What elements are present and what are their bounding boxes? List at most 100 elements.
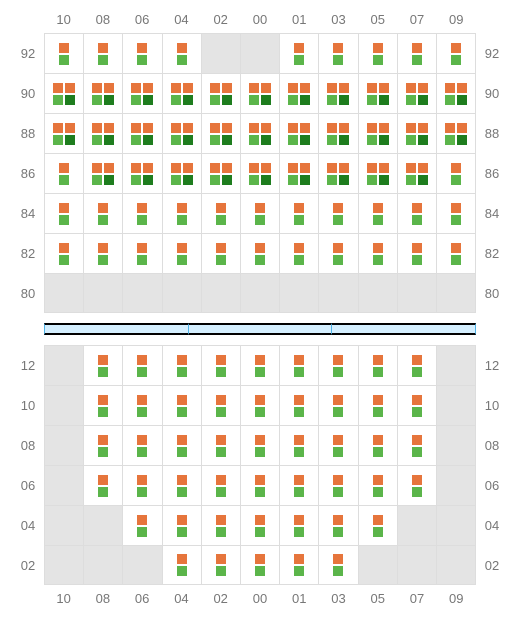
seat-cell[interactable] bbox=[240, 425, 279, 465]
seat-marker[interactable] bbox=[294, 515, 304, 525]
seat-marker[interactable] bbox=[457, 95, 467, 105]
seat-marker[interactable] bbox=[171, 135, 181, 145]
seat-cell[interactable] bbox=[162, 153, 201, 193]
seat-marker[interactable] bbox=[216, 487, 226, 497]
seat-marker[interactable] bbox=[210, 123, 220, 133]
seat-marker[interactable] bbox=[367, 83, 377, 93]
seat-marker[interactable] bbox=[216, 475, 226, 485]
seat-marker[interactable] bbox=[216, 407, 226, 417]
seat-marker[interactable] bbox=[333, 367, 343, 377]
seat-cell[interactable] bbox=[358, 425, 397, 465]
seat-marker[interactable] bbox=[333, 407, 343, 417]
seat-cell[interactable] bbox=[358, 153, 397, 193]
seat-cell[interactable] bbox=[122, 505, 161, 545]
seat-marker[interactable] bbox=[379, 175, 389, 185]
seat-marker[interactable] bbox=[373, 203, 383, 213]
seat-cell[interactable] bbox=[358, 505, 397, 545]
seat-marker[interactable] bbox=[183, 123, 193, 133]
seat-cell[interactable] bbox=[358, 193, 397, 233]
seat-cell[interactable] bbox=[397, 345, 436, 385]
seat-cell[interactable] bbox=[318, 153, 357, 193]
seat-marker[interactable] bbox=[143, 123, 153, 133]
seat-cell[interactable] bbox=[83, 193, 122, 233]
seat-marker[interactable] bbox=[255, 203, 265, 213]
seat-marker[interactable] bbox=[288, 135, 298, 145]
seat-cell[interactable] bbox=[162, 345, 201, 385]
seat-marker[interactable] bbox=[177, 475, 187, 485]
seat-cell[interactable] bbox=[83, 233, 122, 273]
seat-marker[interactable] bbox=[412, 255, 422, 265]
seat-marker[interactable] bbox=[137, 355, 147, 365]
seat-marker[interactable] bbox=[412, 475, 422, 485]
seat-marker[interactable] bbox=[379, 123, 389, 133]
seat-marker[interactable] bbox=[98, 447, 108, 457]
seat-marker[interactable] bbox=[137, 55, 147, 65]
seat-marker[interactable] bbox=[92, 163, 102, 173]
seat-marker[interactable] bbox=[131, 83, 141, 93]
seat-marker[interactable] bbox=[294, 447, 304, 457]
seat-marker[interactable] bbox=[222, 95, 232, 105]
seat-marker[interactable] bbox=[249, 123, 259, 133]
seat-cell[interactable] bbox=[162, 465, 201, 505]
seat-marker[interactable] bbox=[373, 515, 383, 525]
seat-marker[interactable] bbox=[294, 203, 304, 213]
seat-marker[interactable] bbox=[373, 43, 383, 53]
seat-marker[interactable] bbox=[177, 554, 187, 564]
seat-marker[interactable] bbox=[65, 135, 75, 145]
seat-cell[interactable] bbox=[397, 153, 436, 193]
seat-marker[interactable] bbox=[451, 163, 461, 173]
seat-cell[interactable] bbox=[279, 113, 318, 153]
seat-cell[interactable] bbox=[122, 113, 161, 153]
seat-marker[interactable] bbox=[333, 566, 343, 576]
seat-cell[interactable] bbox=[279, 73, 318, 113]
seat-marker[interactable] bbox=[412, 243, 422, 253]
seat-marker[interactable] bbox=[65, 83, 75, 93]
seat-marker[interactable] bbox=[412, 435, 422, 445]
seat-marker[interactable] bbox=[373, 215, 383, 225]
seat-cell[interactable] bbox=[240, 193, 279, 233]
seat-cell[interactable] bbox=[162, 233, 201, 273]
seat-cell[interactable] bbox=[318, 233, 357, 273]
seat-marker[interactable] bbox=[104, 163, 114, 173]
seat-marker[interactable] bbox=[300, 83, 310, 93]
seat-marker[interactable] bbox=[177, 355, 187, 365]
seat-cell[interactable] bbox=[358, 233, 397, 273]
seat-marker[interactable] bbox=[294, 435, 304, 445]
seat-marker[interactable] bbox=[137, 255, 147, 265]
seat-marker[interactable] bbox=[131, 123, 141, 133]
seat-marker[interactable] bbox=[288, 175, 298, 185]
seat-marker[interactable] bbox=[98, 355, 108, 365]
seat-marker[interactable] bbox=[183, 135, 193, 145]
seat-cell[interactable] bbox=[240, 73, 279, 113]
seat-marker[interactable] bbox=[373, 243, 383, 253]
seat-cell[interactable] bbox=[397, 33, 436, 73]
seat-cell[interactable] bbox=[279, 465, 318, 505]
seat-marker[interactable] bbox=[418, 175, 428, 185]
seat-marker[interactable] bbox=[210, 83, 220, 93]
seat-marker[interactable] bbox=[373, 395, 383, 405]
seat-marker[interactable] bbox=[177, 55, 187, 65]
seat-marker[interactable] bbox=[300, 123, 310, 133]
seat-cell[interactable] bbox=[44, 233, 83, 273]
seat-marker[interactable] bbox=[216, 515, 226, 525]
seat-marker[interactable] bbox=[249, 95, 259, 105]
seat-cell[interactable] bbox=[122, 193, 161, 233]
seat-marker[interactable] bbox=[137, 203, 147, 213]
seat-marker[interactable] bbox=[98, 43, 108, 53]
seat-cell[interactable] bbox=[397, 425, 436, 465]
seat-cell[interactable] bbox=[201, 465, 240, 505]
seat-marker[interactable] bbox=[373, 255, 383, 265]
seat-cell[interactable] bbox=[162, 425, 201, 465]
seat-marker[interactable] bbox=[98, 55, 108, 65]
seat-cell[interactable] bbox=[122, 465, 161, 505]
seat-marker[interactable] bbox=[98, 367, 108, 377]
seat-marker[interactable] bbox=[333, 554, 343, 564]
seat-marker[interactable] bbox=[294, 255, 304, 265]
seat-marker[interactable] bbox=[451, 215, 461, 225]
seat-marker[interactable] bbox=[294, 243, 304, 253]
seat-marker[interactable] bbox=[294, 55, 304, 65]
seat-cell[interactable] bbox=[122, 33, 161, 73]
seat-marker[interactable] bbox=[457, 123, 467, 133]
seat-marker[interactable] bbox=[333, 55, 343, 65]
seat-cell[interactable] bbox=[240, 505, 279, 545]
